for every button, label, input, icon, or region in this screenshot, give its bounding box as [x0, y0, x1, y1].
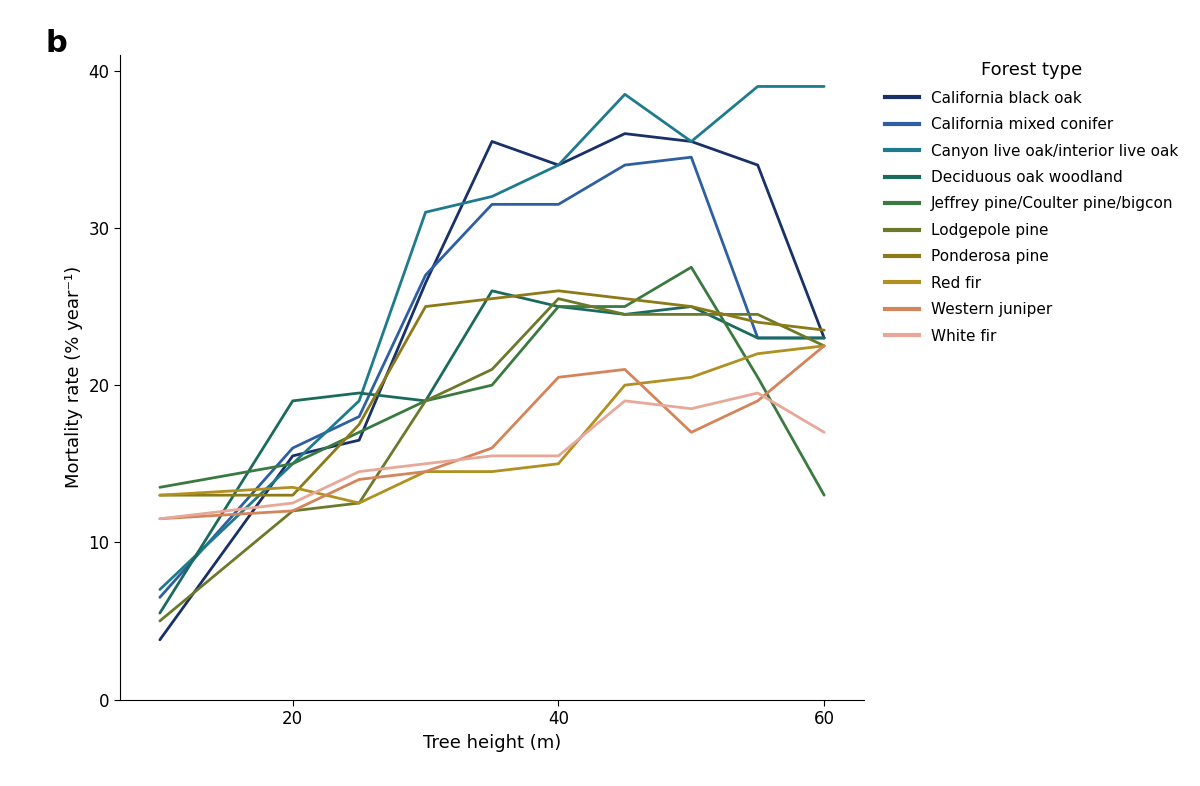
- Legend: California black oak, California mixed conifer, Canyon live oak/interior live oa: California black oak, California mixed c…: [878, 55, 1184, 350]
- Text: b: b: [46, 29, 67, 58]
- Y-axis label: Mortality rate (% year⁻¹): Mortality rate (% year⁻¹): [65, 266, 83, 488]
- X-axis label: Tree height (m): Tree height (m): [422, 733, 562, 751]
